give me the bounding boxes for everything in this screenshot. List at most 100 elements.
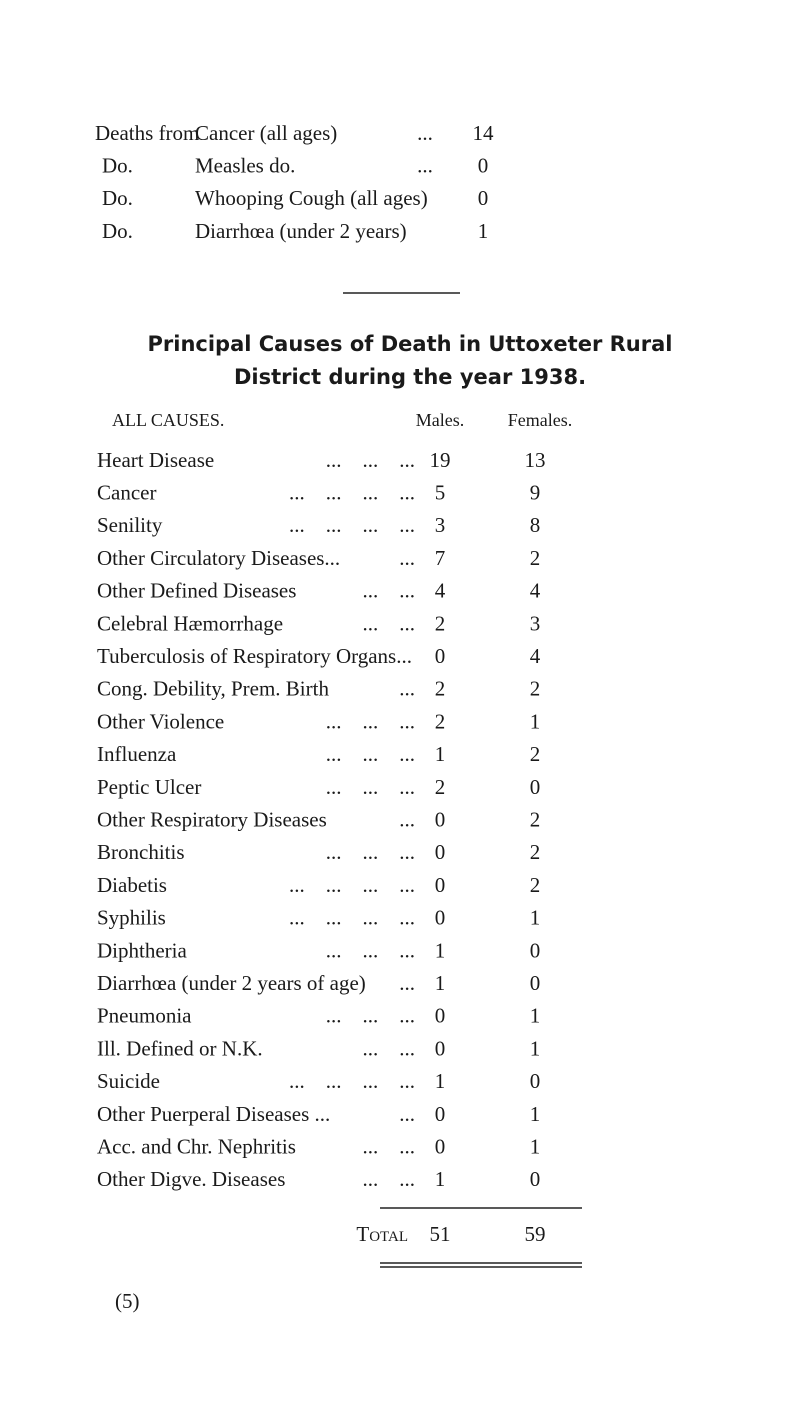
cause: Pneumonia [97,1004,192,1028]
leader: ... [399,1102,415,1126]
males: 1 [435,1069,446,1093]
cause: Other Violence [97,709,224,733]
cause: Other Defined Diseases [97,579,296,603]
cause: Acc. and Chr. Nephritis [97,1135,296,1159]
cause: Influenza [97,742,177,766]
males: 0 [435,808,446,832]
females: 4 [530,644,541,668]
heading: Principal Causes of Death in Uttoxeter R… [148,332,673,356]
cause: Other Puerperal Diseases ... [97,1102,330,1126]
column-header: Females. [508,410,573,430]
females: 0 [530,971,541,995]
males: 0 [435,1036,446,1060]
leader: ... ... ... ... [289,513,415,537]
females: 0 [530,1069,541,1093]
column-header: Males. [416,410,465,430]
males: 0 [435,644,446,668]
summary-count: 0 [478,154,489,178]
males: 1 [435,742,446,766]
leader: ... ... ... ... [289,873,415,897]
summary-label: Do. [102,186,133,210]
females: 2 [530,873,541,897]
summary-cause: Whooping Cough (all ages) [195,186,428,210]
males: 2 [435,611,446,635]
summary-cause: Diarrhœa (under 2 years) [195,219,407,243]
cause: Senility [97,513,163,537]
females: 0 [530,775,541,799]
males: 0 [435,1135,446,1159]
summary-cause: Cancer (all ages) [195,121,337,145]
leader: ... [399,808,415,832]
females: 1 [530,1102,541,1126]
leader: ... ... [363,1135,416,1159]
leader: ... ... ... ... [289,1069,415,1093]
cause: Tuberculosis of Respiratory Organs... [97,644,412,668]
males: 0 [435,873,446,897]
females: 0 [530,1167,541,1191]
males: 1 [435,938,446,962]
females: 2 [530,677,541,701]
cause: Ill. Defined or N.K. [97,1036,263,1060]
total-label: Total [356,1222,408,1246]
cause: Syphilis [97,906,166,930]
males: 5 [435,481,446,505]
cause: Peptic Ulcer [97,775,201,799]
males: 19 [430,448,451,472]
summary-count: 14 [473,121,495,145]
males: 1 [435,971,446,995]
leader: ... ... [363,611,416,635]
cause: Diarrhœa (under 2 years of age) [97,971,366,995]
leader: ... ... ... [326,1004,415,1028]
females: 1 [530,1004,541,1028]
cause: Cancer [97,481,156,505]
column-header: ALL CAUSES. [112,410,224,430]
summary-label: Do. [102,219,133,243]
summary-leader: ... [417,154,433,178]
heading: District during the year 1938. [234,365,586,389]
males: 2 [435,677,446,701]
total-females: 59 [525,1222,546,1246]
females: 8 [530,513,541,537]
males: 0 [435,1102,446,1126]
leader: ... [399,677,415,701]
summary-label: Do. [102,154,133,178]
females: 1 [530,1135,541,1159]
cause: Cong. Debility, Prem. Birth [97,677,329,701]
males: 1 [435,1167,446,1191]
cause: Heart Disease [97,448,214,472]
females: 0 [530,938,541,962]
summary-leader: ... [417,121,433,145]
cause: Bronchitis [97,840,185,864]
males: 0 [435,1004,446,1028]
females: 1 [530,709,541,733]
leader: ... ... ... [326,775,415,799]
males: 4 [435,579,446,603]
males: 0 [435,840,446,864]
cause: Diphtheria [97,938,187,962]
leader: ... ... ... [326,709,415,733]
males: 7 [435,546,446,570]
cause: Suicide [97,1069,160,1093]
females: 4 [530,579,541,603]
males: 0 [435,906,446,930]
females: 2 [530,840,541,864]
leader: ... ... ... [326,742,415,766]
cause: Other Digve. Diseases [97,1167,285,1191]
females: 9 [530,481,541,505]
females: 2 [530,808,541,832]
leader: ... ... [363,1036,416,1060]
leader: ... [399,546,415,570]
cause: Other Circulatory Diseases... [97,546,340,570]
total-males: 51 [430,1222,451,1246]
leader: ... ... [363,1167,416,1191]
males: 2 [435,709,446,733]
females: 1 [530,1036,541,1060]
leader: ... ... ... ... [289,481,415,505]
females: 2 [530,742,541,766]
summary-count: 0 [478,186,489,210]
females: 13 [525,448,546,472]
females: 1 [530,906,541,930]
males: 3 [435,513,446,537]
